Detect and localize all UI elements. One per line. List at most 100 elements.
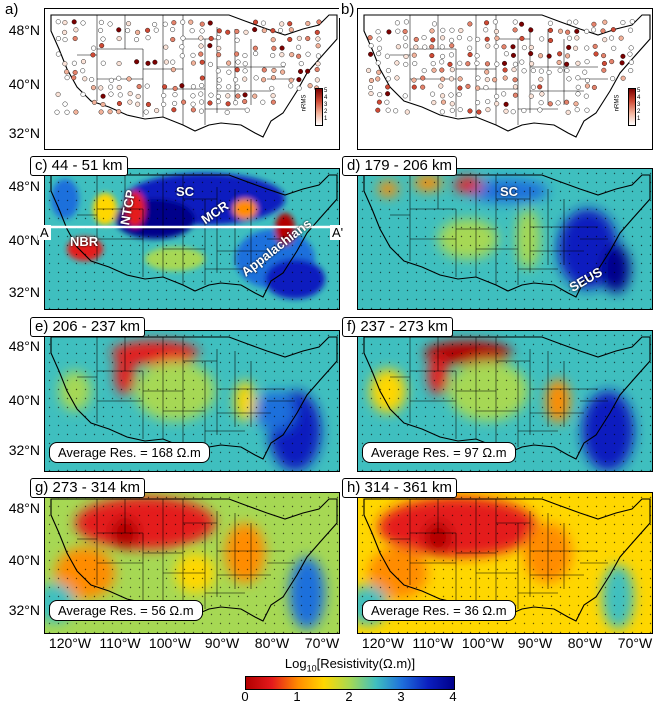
station-marker	[564, 67, 570, 73]
station-marker	[521, 45, 527, 51]
station-marker	[584, 28, 590, 34]
station-marker	[384, 99, 390, 105]
station-marker	[503, 51, 509, 57]
station-marker	[280, 61, 286, 67]
station-marker	[145, 60, 151, 66]
station-marker	[368, 51, 374, 57]
station-marker	[190, 60, 196, 66]
station-marker	[629, 19, 635, 25]
station-marker	[226, 84, 232, 90]
station-marker	[55, 91, 61, 97]
station-marker	[456, 91, 462, 97]
station-marker	[439, 44, 445, 50]
station-marker	[260, 99, 266, 105]
station-marker	[108, 84, 114, 90]
resistivity-colorbar	[245, 676, 455, 690]
station-marker	[376, 36, 382, 42]
station-marker	[224, 109, 230, 115]
station-marker	[288, 27, 294, 33]
station-marker	[413, 44, 419, 50]
station-marker	[298, 68, 304, 74]
station-marker	[537, 84, 543, 90]
station-marker	[385, 107, 391, 113]
station-marker	[431, 21, 437, 27]
station-marker	[242, 53, 248, 59]
station-marker	[116, 61, 122, 67]
station-marker	[601, 53, 607, 59]
station-marker	[216, 35, 222, 41]
station-marker	[584, 107, 590, 113]
station-marker	[261, 77, 267, 83]
station-marker	[199, 28, 205, 34]
station-marker	[143, 109, 149, 115]
station-marker	[510, 52, 516, 58]
station-marker	[502, 60, 508, 66]
station-marker	[475, 100, 481, 106]
station-marker	[385, 76, 391, 82]
station-marker	[91, 45, 97, 51]
station-marker	[564, 61, 570, 67]
station-marker	[314, 67, 320, 73]
station-marker	[385, 68, 391, 74]
station-marker	[270, 28, 276, 34]
station-marker	[172, 92, 178, 98]
station-marker	[467, 52, 473, 58]
station-marker	[440, 76, 446, 82]
station-marker	[449, 37, 455, 43]
station-marker	[422, 44, 428, 50]
station-marker	[71, 19, 77, 25]
station-marker	[420, 84, 426, 90]
station-marker	[485, 43, 491, 49]
station-marker	[170, 59, 176, 65]
station-marker	[440, 27, 446, 33]
station-marker	[215, 99, 221, 105]
station-marker	[116, 36, 122, 42]
station-marker	[402, 29, 408, 35]
station-marker	[107, 109, 113, 115]
station-marker	[376, 99, 382, 105]
station-marker	[71, 60, 77, 66]
station-marker	[100, 60, 106, 66]
station-marker	[403, 61, 409, 67]
station-marker	[199, 21, 205, 27]
station-marker	[135, 29, 141, 35]
station-marker	[207, 61, 213, 67]
station-marker	[440, 99, 446, 105]
station-marker	[171, 20, 177, 26]
station-marker	[134, 37, 140, 43]
station-marker	[279, 52, 285, 58]
station-marker	[135, 93, 141, 99]
station-marker	[215, 68, 221, 74]
station-marker	[163, 59, 169, 65]
station-marker	[253, 51, 259, 57]
panel-b-station-map	[357, 8, 653, 150]
station-marker	[90, 52, 96, 58]
station-marker	[475, 85, 481, 91]
station-marker	[234, 28, 240, 34]
station-marker	[413, 36, 419, 42]
station-marker	[261, 28, 267, 34]
station-marker	[483, 27, 489, 33]
station-marker	[270, 75, 276, 81]
station-marker	[440, 53, 446, 59]
station-marker	[279, 21, 285, 27]
station-marker	[519, 35, 525, 41]
station-marker	[375, 76, 381, 82]
station-marker	[162, 84, 168, 90]
station-marker	[163, 44, 169, 50]
station-marker	[501, 44, 507, 50]
station-marker	[591, 27, 597, 33]
station-marker	[243, 29, 249, 35]
station-marker	[484, 77, 490, 83]
profile-end-a-prime: A'	[330, 225, 346, 240]
station-marker	[620, 53, 626, 59]
station-marker	[521, 68, 527, 74]
station-marker	[107, 21, 113, 27]
station-marker	[528, 51, 534, 57]
station-marker	[80, 91, 86, 97]
station-marker	[116, 27, 122, 33]
station-marker	[314, 77, 320, 83]
station-marker	[591, 84, 597, 90]
station-marker	[449, 43, 455, 49]
